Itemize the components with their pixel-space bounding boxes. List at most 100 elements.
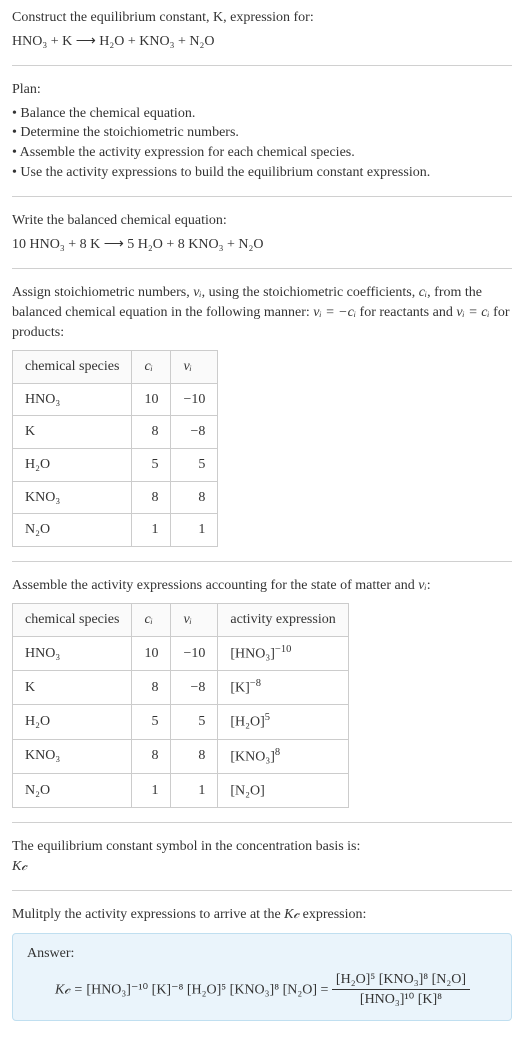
cell-ci: 5	[132, 448, 171, 481]
stoich-table: chemical species cᵢ νᵢ HNO₃ 10 −10 K 8 −…	[12, 350, 218, 547]
answer-box: Answer: K𝒸 = [HNO₃]⁻¹⁰ [K]⁻⁸ [H₂O]⁵ [KNO…	[12, 933, 512, 1021]
cell-species: KNO₃	[13, 739, 132, 773]
cell-nu: 5	[171, 448, 218, 481]
table-row: KNO₃ 8 8 [KNO₃]8	[13, 739, 349, 773]
cell-ci: 8	[132, 739, 171, 773]
table-row: K 8 −8	[13, 416, 218, 449]
cell-ci: 10	[132, 383, 171, 416]
cell-species: K	[13, 671, 132, 705]
plan-item: • Assemble the activity expression for e…	[12, 143, 512, 163]
nu-symbol: νᵢ	[418, 578, 426, 593]
cell-activity: [K]−8	[218, 671, 348, 705]
cell-ci: 1	[132, 773, 171, 807]
activity-table: chemical species cᵢ νᵢ activity expressi…	[12, 603, 349, 808]
table-header-row: chemical species cᵢ νᵢ	[13, 351, 218, 384]
multiply-block: Mulitply the activity expressions to arr…	[12, 905, 512, 1020]
assemble-text: :	[427, 578, 431, 593]
divider	[12, 890, 512, 891]
cell-activity: [N₂O]	[218, 773, 348, 807]
table-row: N₂O 1 1 [N₂O]	[13, 773, 349, 807]
relation: νᵢ = −cᵢ	[313, 305, 356, 320]
multiply-text: Mulitply the activity expressions to arr…	[12, 907, 284, 922]
table-row: KNO₃ 8 8	[13, 481, 218, 514]
col-header: cᵢ	[132, 604, 171, 637]
plan-list: • Balance the chemical equation. • Deter…	[12, 104, 512, 182]
table-row: K 8 −8 [K]−8	[13, 671, 349, 705]
relation: νᵢ = cᵢ	[456, 305, 489, 320]
table-row: N₂O 1 1	[13, 514, 218, 547]
cell-nu: −10	[171, 383, 218, 416]
cell-nu: 1	[171, 514, 218, 547]
cell-activity: [H₂O]5	[218, 705, 348, 739]
plan-block: Plan: • Balance the chemical equation. •…	[12, 80, 512, 182]
col-header: νᵢ	[171, 604, 218, 637]
answer-label: Answer:	[27, 944, 497, 964]
col-header: chemical species	[13, 351, 132, 384]
cell-nu: 5	[171, 705, 218, 739]
cell-nu: 8	[171, 481, 218, 514]
assemble-text: Assemble the activity expressions accoun…	[12, 578, 418, 593]
answer-fraction: [H₂O]⁵ [KNO₃]⁸ [N₂O] [HNO₃]¹⁰ [K]⁸	[332, 970, 470, 1010]
cell-species: N₂O	[13, 514, 132, 547]
cell-ci: 8	[132, 671, 171, 705]
plan-heading: Plan:	[12, 80, 512, 100]
plan-item: • Determine the stoichiometric numbers.	[12, 123, 512, 143]
cell-nu: 8	[171, 739, 218, 773]
table-header-row: chemical species cᵢ νᵢ activity expressi…	[13, 604, 349, 637]
fraction-denominator: [HNO₃]¹⁰ [K]⁸	[332, 990, 470, 1010]
intro-block: Construct the equilibrium constant, K, e…	[12, 8, 512, 51]
kc-symbol: K𝒸	[12, 857, 512, 877]
col-header: activity expression	[218, 604, 348, 637]
answer-flat: [HNO₃]⁻¹⁰ [K]⁻⁸ [H₂O]⁵ [KNO₃]⁸ [N₂O] =	[86, 982, 332, 997]
assign-text: Assign stoichiometric numbers,	[12, 285, 193, 300]
cell-ci: 8	[132, 481, 171, 514]
cell-ci: 10	[132, 636, 171, 670]
cell-ci: 5	[132, 705, 171, 739]
cell-nu: −8	[171, 416, 218, 449]
balanced-equation: 10 HNO₃ + 8 K ⟶ 5 H₂O + 8 KNO₃ + N₂O	[12, 235, 512, 255]
unbalanced-equation: HNO₃ + K ⟶ H₂O + KNO₃ + N₂O	[12, 32, 512, 52]
intro-text: Construct the equilibrium constant, K, e…	[12, 10, 314, 25]
cell-nu: −8	[171, 671, 218, 705]
cell-species: H₂O	[13, 448, 132, 481]
cell-species: HNO₃	[13, 383, 132, 416]
intro-line: Construct the equilibrium constant, K, e…	[12, 8, 512, 28]
cell-nu: 1	[171, 773, 218, 807]
plan-item: • Balance the chemical equation.	[12, 104, 512, 124]
balanced-block: Write the balanced chemical equation: 10…	[12, 211, 512, 254]
cell-species: H₂O	[13, 705, 132, 739]
col-header: chemical species	[13, 604, 132, 637]
answer-lhs: K𝒸 =	[55, 982, 86, 997]
assign-text: for reactants and	[356, 305, 456, 320]
cell-activity: [KNO₃]8	[218, 739, 348, 773]
answer-expression: K𝒸 = [HNO₃]⁻¹⁰ [K]⁻⁸ [H₂O]⁵ [KNO₃]⁸ [N₂O…	[27, 970, 497, 1010]
cell-species: KNO₃	[13, 481, 132, 514]
plan-item: • Use the activity expressions to build …	[12, 163, 512, 183]
table-row: H₂O 5 5	[13, 448, 218, 481]
cell-species: HNO₃	[13, 636, 132, 670]
ci-symbol: cᵢ	[419, 285, 427, 300]
divider	[12, 268, 512, 269]
assemble-block: Assemble the activity expressions accoun…	[12, 576, 512, 808]
balanced-heading: Write the balanced chemical equation:	[12, 211, 512, 231]
cell-ci: 1	[132, 514, 171, 547]
col-header: cᵢ	[132, 351, 171, 384]
assign-block: Assign stoichiometric numbers, νᵢ, using…	[12, 283, 512, 546]
divider	[12, 196, 512, 197]
table-row: HNO₃ 10 −10	[13, 383, 218, 416]
cell-ci: 8	[132, 416, 171, 449]
cell-nu: −10	[171, 636, 218, 670]
assign-text: , using the stoichiometric coefficients,	[202, 285, 419, 300]
divider	[12, 561, 512, 562]
kc-inline: K𝒸	[284, 907, 299, 922]
kc-symbol-text: The equilibrium constant symbol in the c…	[12, 837, 512, 857]
fraction-numerator: [H₂O]⁵ [KNO₃]⁸ [N₂O]	[332, 970, 470, 991]
cell-species: N₂O	[13, 773, 132, 807]
table-row: HNO₃ 10 −10 [HNO₃]−10	[13, 636, 349, 670]
col-header: νᵢ	[171, 351, 218, 384]
table-row: H₂O 5 5 [H₂O]5	[13, 705, 349, 739]
cell-species: K	[13, 416, 132, 449]
nu-symbol: νᵢ	[193, 285, 201, 300]
divider	[12, 822, 512, 823]
multiply-text: expression:	[299, 907, 366, 922]
